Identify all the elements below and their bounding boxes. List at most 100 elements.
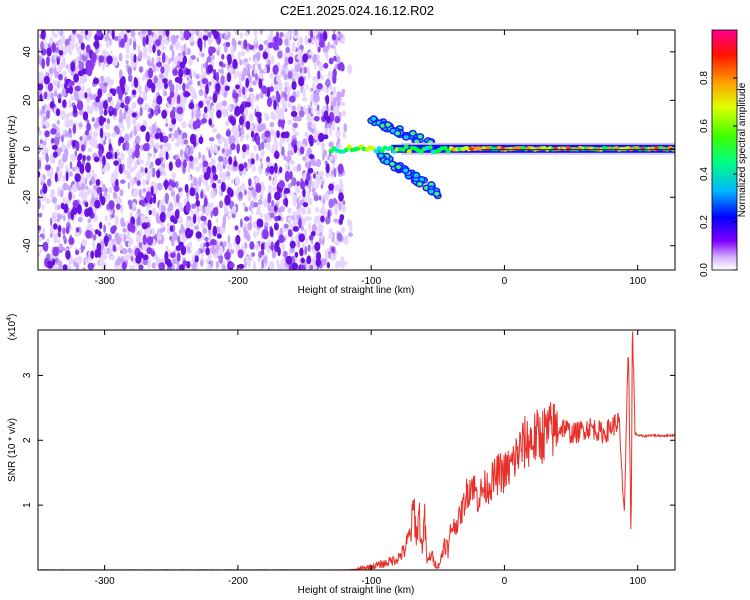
noise-speckle bbox=[175, 83, 179, 94]
figure-title: C2E1.2025.024.16.12.R02 bbox=[280, 3, 434, 18]
noise-blob bbox=[267, 42, 274, 49]
noise-blob bbox=[274, 150, 280, 160]
noise-blob bbox=[82, 111, 89, 121]
noise-speckle bbox=[51, 196, 58, 204]
noise-speckle bbox=[177, 117, 183, 122]
noise-speckle bbox=[243, 226, 247, 234]
noise-speckle bbox=[283, 223, 289, 229]
noise-speckle bbox=[258, 142, 262, 152]
noise-speckle bbox=[315, 206, 320, 213]
noise-speckle bbox=[117, 257, 122, 266]
noise-blob bbox=[325, 163, 330, 174]
noise-speckle bbox=[80, 183, 86, 191]
noise-speckle bbox=[183, 139, 189, 145]
noise-speckle bbox=[304, 35, 309, 45]
noise-speckle bbox=[195, 166, 201, 172]
noise-blob bbox=[49, 101, 55, 109]
noise-speckle bbox=[142, 178, 146, 187]
noise-speckle bbox=[281, 97, 286, 106]
main-line-peak bbox=[468, 147, 474, 151]
noise-blob bbox=[205, 241, 210, 248]
noise-speckle bbox=[269, 30, 274, 38]
noise-blob bbox=[291, 81, 297, 90]
noise-blob bbox=[98, 115, 105, 127]
noise-speckle bbox=[123, 255, 129, 260]
colorbar-tick-label: 0.2 bbox=[699, 215, 710, 229]
noise-blob bbox=[277, 182, 283, 188]
branch-mark bbox=[403, 168, 408, 173]
noise-speckle bbox=[306, 115, 312, 121]
noise-speckle bbox=[106, 78, 111, 83]
noise-blob bbox=[302, 188, 306, 198]
noise-blob bbox=[182, 159, 187, 169]
noise-speckle bbox=[136, 234, 142, 244]
noise-speckle bbox=[148, 44, 153, 54]
noise-speckle bbox=[131, 101, 137, 110]
noise-blob bbox=[98, 55, 105, 63]
noise-speckle bbox=[279, 227, 283, 236]
noise-speckle bbox=[263, 213, 269, 219]
noise-speckle bbox=[206, 56, 212, 63]
y-tick-label: 1 bbox=[22, 502, 33, 508]
noise-blob bbox=[331, 33, 337, 41]
noise-blob bbox=[85, 129, 89, 136]
noise-speckle bbox=[338, 202, 342, 211]
noise-speckle bbox=[297, 49, 303, 59]
noise-speckle bbox=[74, 257, 80, 263]
noise-speckle bbox=[312, 75, 317, 82]
noise-blob bbox=[285, 255, 293, 265]
noise-speckle bbox=[48, 67, 54, 74]
noise-speckle bbox=[52, 212, 58, 218]
colorbar-gradient bbox=[711, 29, 738, 271]
noise-speckle bbox=[120, 179, 126, 184]
noise-blob bbox=[46, 47, 52, 57]
noise-speckle bbox=[87, 106, 94, 115]
noise-speckle bbox=[130, 30, 136, 38]
noise-speckle bbox=[227, 105, 232, 111]
noise-speckle bbox=[122, 112, 127, 120]
noise-blob bbox=[176, 106, 184, 115]
noise-blob bbox=[210, 239, 217, 246]
noise-speckle bbox=[80, 86, 84, 92]
noise-speckle bbox=[239, 218, 243, 228]
noise-speckle bbox=[185, 219, 189, 229]
noise-blob bbox=[288, 56, 294, 65]
noise-blob bbox=[176, 94, 181, 105]
noise-speckle bbox=[305, 84, 309, 90]
noise-speckle bbox=[225, 148, 231, 157]
noise-blob bbox=[266, 97, 273, 108]
noise-speckle bbox=[313, 226, 316, 232]
noise-speckle bbox=[156, 127, 161, 135]
noise-blob bbox=[323, 134, 329, 140]
noise-speckle bbox=[141, 76, 145, 82]
noise-speckle bbox=[174, 129, 179, 139]
noise-speckle bbox=[312, 54, 318, 64]
noise-speckle bbox=[202, 227, 208, 234]
noise-speckle bbox=[317, 177, 323, 186]
noise-speckle bbox=[175, 34, 180, 40]
noise-speckle bbox=[46, 110, 50, 120]
branch-mark bbox=[419, 177, 424, 182]
noise-blob bbox=[75, 140, 80, 152]
noise-speckle bbox=[238, 229, 241, 235]
spectrogram-marks bbox=[38, 30, 675, 270]
noise-blob bbox=[142, 143, 150, 152]
noise-speckle bbox=[325, 87, 329, 94]
noise-speckle bbox=[312, 92, 318, 103]
noise-blob bbox=[203, 197, 208, 208]
noise-blob bbox=[94, 40, 100, 50]
noise-blob bbox=[276, 90, 279, 98]
noise-blob bbox=[207, 64, 213, 74]
noise-speckle bbox=[57, 64, 63, 73]
noise-speckle bbox=[38, 212, 43, 218]
noise-speckle bbox=[223, 140, 229, 151]
noise-speckle bbox=[339, 111, 342, 118]
noise-blob bbox=[250, 130, 255, 138]
noise-speckle bbox=[40, 189, 43, 195]
noise-speckle bbox=[60, 109, 66, 117]
noise-speckle bbox=[308, 264, 314, 270]
noise-speckle bbox=[38, 74, 42, 85]
noise-blob bbox=[51, 42, 57, 53]
noise-speckle bbox=[40, 145, 44, 151]
noise-blob bbox=[224, 251, 231, 260]
